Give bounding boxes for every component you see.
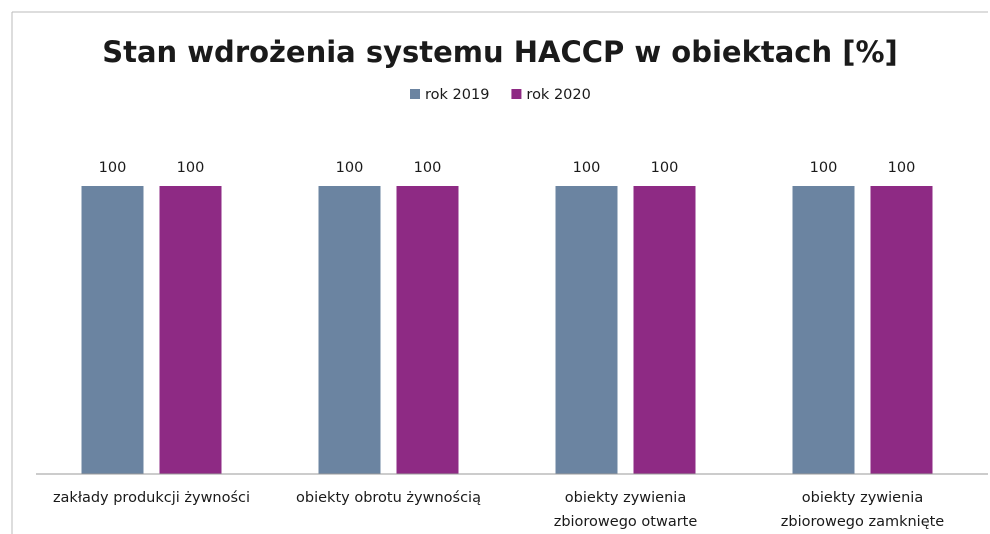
legend-label: rok 2019 xyxy=(425,87,489,103)
bar xyxy=(555,186,618,474)
chart-title: Stan wdrożenia systemu HACCP w obiektach… xyxy=(102,35,898,69)
data-label: 100 xyxy=(336,160,364,176)
legend-swatch xyxy=(410,89,420,99)
bar xyxy=(318,186,381,474)
data-label: 100 xyxy=(888,160,916,176)
x-tick-label: obiekty zywienia zbiorowego zamknięte xyxy=(780,490,945,530)
bar xyxy=(159,186,222,474)
data-label: 100 xyxy=(651,160,679,176)
bar xyxy=(870,186,933,474)
data-label: 100 xyxy=(573,160,601,176)
bar xyxy=(396,186,459,474)
data-label: 100 xyxy=(177,160,205,176)
x-tick-label: obiekty obrotu żywnością xyxy=(296,490,481,506)
legend-swatch xyxy=(511,89,522,99)
bar xyxy=(633,186,696,474)
x-tick-label: zakłady produkcji żywności xyxy=(52,490,251,506)
data-label: 100 xyxy=(414,160,442,176)
bar xyxy=(792,186,855,474)
x-tick-label: obiekty zywienia zbiorowego otwarte xyxy=(553,490,698,530)
legend-label: rok 2020 xyxy=(526,87,590,103)
data-label: 100 xyxy=(99,160,127,176)
bar xyxy=(81,186,144,474)
data-label: 100 xyxy=(810,160,838,176)
